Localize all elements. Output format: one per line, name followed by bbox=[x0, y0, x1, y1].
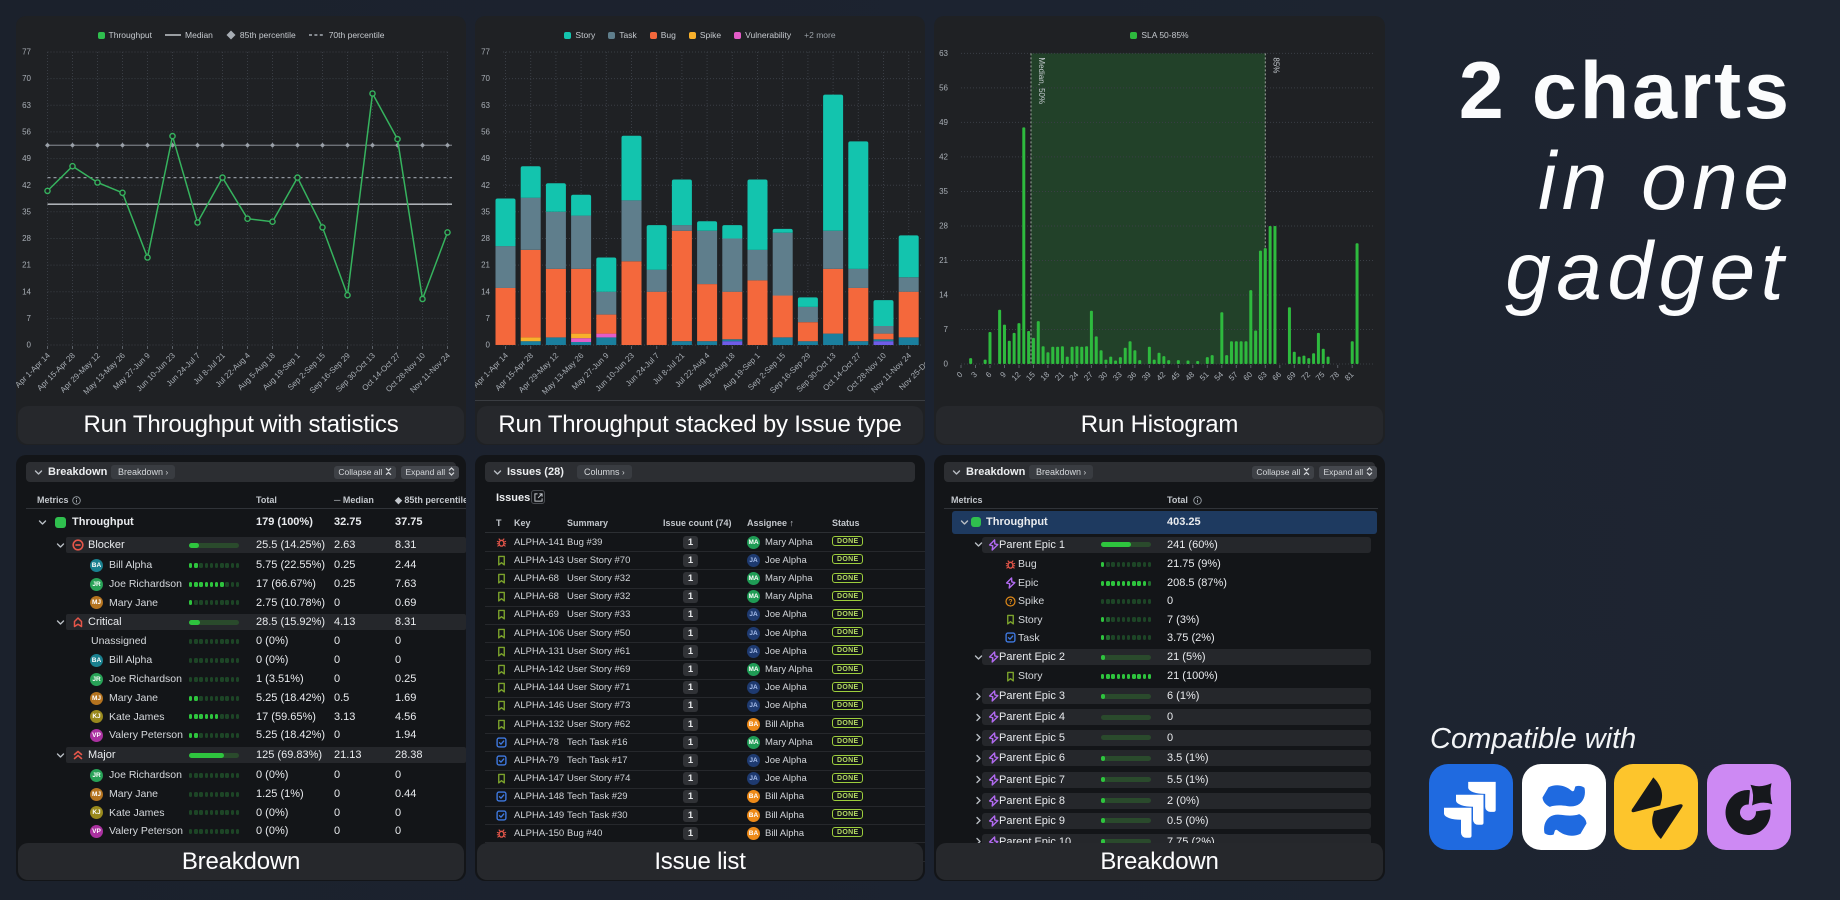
svg-text:14: 14 bbox=[22, 287, 31, 296]
svg-text:49: 49 bbox=[481, 154, 490, 163]
svg-text:63: 63 bbox=[22, 101, 31, 110]
svg-text:57: 57 bbox=[1227, 370, 1240, 383]
svg-text:54: 54 bbox=[1213, 370, 1226, 383]
svg-text:66: 66 bbox=[1271, 370, 1284, 383]
svg-text:27: 27 bbox=[1082, 370, 1095, 383]
svg-text:77: 77 bbox=[22, 48, 31, 57]
svg-text:70: 70 bbox=[481, 74, 490, 83]
svg-text:14: 14 bbox=[481, 287, 490, 296]
svg-text:49: 49 bbox=[939, 118, 948, 127]
svg-text:63: 63 bbox=[939, 49, 948, 58]
svg-text:35: 35 bbox=[481, 207, 490, 216]
svg-text:36: 36 bbox=[1126, 370, 1139, 383]
svg-text:42: 42 bbox=[481, 181, 490, 190]
svg-text:60: 60 bbox=[1242, 370, 1255, 383]
svg-text:70: 70 bbox=[22, 74, 31, 83]
svg-text:48: 48 bbox=[1184, 370, 1197, 383]
svg-text:85%: 85% bbox=[1271, 57, 1280, 73]
svg-text:56: 56 bbox=[22, 128, 31, 137]
svg-text:21: 21 bbox=[22, 261, 31, 270]
svg-text:18: 18 bbox=[1039, 370, 1052, 383]
svg-text:63: 63 bbox=[1256, 370, 1269, 383]
svg-text:30: 30 bbox=[1097, 370, 1110, 383]
svg-text:33: 33 bbox=[1111, 370, 1124, 383]
svg-text:28: 28 bbox=[22, 234, 31, 243]
svg-text:0: 0 bbox=[27, 341, 32, 350]
svg-text:35: 35 bbox=[22, 207, 31, 216]
svg-text:?: ? bbox=[1008, 598, 1012, 605]
svg-text:56: 56 bbox=[939, 84, 948, 93]
svg-text:56: 56 bbox=[481, 128, 490, 137]
svg-text:15: 15 bbox=[1024, 370, 1037, 383]
svg-text:42: 42 bbox=[22, 181, 31, 190]
svg-text:3: 3 bbox=[969, 370, 979, 380]
svg-text:21: 21 bbox=[481, 261, 490, 270]
svg-text:0: 0 bbox=[944, 360, 949, 369]
svg-text:81: 81 bbox=[1343, 370, 1356, 383]
svg-text:21: 21 bbox=[1053, 370, 1066, 383]
svg-text:28: 28 bbox=[481, 234, 490, 243]
svg-text:35: 35 bbox=[939, 187, 948, 196]
svg-text:42: 42 bbox=[939, 153, 948, 162]
svg-text:42: 42 bbox=[1155, 370, 1168, 383]
svg-text:78: 78 bbox=[1328, 370, 1341, 383]
svg-text:72: 72 bbox=[1300, 370, 1313, 383]
svg-text:6: 6 bbox=[984, 370, 994, 380]
svg-text:51: 51 bbox=[1198, 370, 1211, 383]
svg-text:77: 77 bbox=[481, 48, 490, 57]
svg-text:Median, 50%: Median, 50% bbox=[1037, 57, 1046, 104]
svg-text:28: 28 bbox=[939, 222, 948, 231]
svg-text:9: 9 bbox=[998, 370, 1008, 380]
svg-text:49: 49 bbox=[22, 154, 31, 163]
svg-text:45: 45 bbox=[1169, 370, 1182, 383]
svg-text:12: 12 bbox=[1010, 370, 1023, 383]
svg-text:7: 7 bbox=[27, 314, 32, 323]
svg-text:14: 14 bbox=[939, 291, 948, 300]
svg-text:0: 0 bbox=[486, 341, 491, 350]
svg-text:69: 69 bbox=[1285, 370, 1298, 383]
svg-text:0: 0 bbox=[955, 370, 965, 380]
svg-text:63: 63 bbox=[481, 101, 490, 110]
svg-text:75: 75 bbox=[1314, 370, 1327, 383]
svg-text:21: 21 bbox=[939, 256, 948, 265]
svg-text:7: 7 bbox=[944, 325, 949, 334]
svg-text:7: 7 bbox=[486, 314, 491, 323]
svg-text:39: 39 bbox=[1140, 370, 1153, 383]
svg-text:24: 24 bbox=[1068, 370, 1081, 383]
